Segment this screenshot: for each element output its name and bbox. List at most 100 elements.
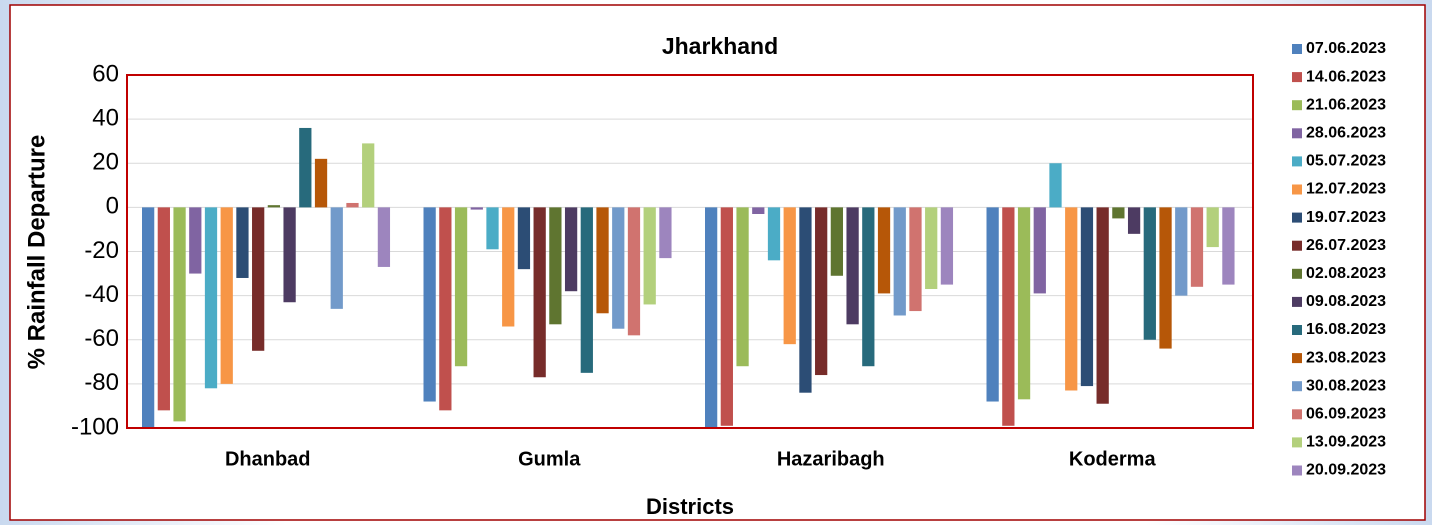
- bar: [596, 207, 609, 314]
- bar: [909, 207, 922, 312]
- bar: [486, 207, 499, 250]
- bar: [612, 207, 625, 329]
- bar: [1175, 207, 1188, 296]
- legend-label: 12.07.2023: [1306, 181, 1386, 198]
- bar: [925, 207, 938, 290]
- bar: [346, 202, 359, 208]
- bar: [236, 207, 249, 278]
- bar: [439, 207, 452, 411]
- y-tick-label: -20: [84, 237, 119, 264]
- bar: [705, 207, 718, 428]
- bar: [470, 207, 483, 210]
- bar: [830, 207, 844, 276]
- bar: [799, 207, 812, 393]
- bar: [502, 207, 515, 327]
- legend-swatch: [1292, 72, 1302, 83]
- y-tick-label: -40: [84, 281, 119, 308]
- legend-label: 07.06.2023: [1306, 40, 1386, 57]
- bar: [189, 207, 202, 274]
- bar: [454, 207, 468, 367]
- y-tick-label: -80: [84, 369, 119, 396]
- x-axis-label: Districts: [646, 494, 734, 519]
- legend-swatch: [1292, 465, 1302, 476]
- legend-swatch: [1292, 212, 1302, 223]
- legend-swatch: [1292, 437, 1302, 448]
- bar: [877, 207, 891, 294]
- bar: [767, 207, 781, 261]
- legend-label: 14.06.2023: [1306, 68, 1386, 85]
- bar: [580, 207, 593, 373]
- legend-swatch: [1292, 296, 1302, 307]
- x-tick-label: Gumla: [518, 448, 581, 470]
- bar: [549, 207, 562, 325]
- bar: [564, 207, 578, 292]
- bar: [299, 127, 312, 208]
- bar: [377, 207, 391, 267]
- bar: [423, 207, 436, 402]
- bar: [157, 207, 170, 411]
- y-tick-label: -100: [71, 413, 119, 440]
- legend-label: 13.09.2023: [1306, 434, 1386, 451]
- legend-label: 02.08.2023: [1306, 265, 1386, 282]
- bar: [173, 207, 186, 422]
- bar: [862, 207, 875, 367]
- legend-swatch: [1292, 268, 1302, 279]
- bar: [1112, 207, 1125, 219]
- bar: [659, 207, 672, 259]
- x-tick-label: Koderma: [1069, 448, 1157, 470]
- legend-label: 09.08.2023: [1306, 293, 1386, 310]
- bar: [986, 207, 999, 402]
- bar: [736, 207, 749, 367]
- bar: [330, 207, 343, 309]
- bar: [220, 207, 233, 384]
- bar: [1222, 207, 1235, 285]
- legend-swatch: [1292, 184, 1302, 195]
- legend-swatch: [1292, 156, 1302, 167]
- bar: [314, 158, 328, 208]
- y-tick-label: 0: [106, 193, 119, 220]
- bar: [1080, 207, 1094, 387]
- y-tick-label: 40: [92, 104, 119, 131]
- legend-swatch: [1292, 240, 1302, 251]
- legend-label: 23.08.2023: [1306, 349, 1386, 366]
- legend-label: 05.07.2023: [1306, 153, 1386, 170]
- legend-swatch: [1292, 409, 1302, 420]
- legend-label: 16.08.2023: [1306, 321, 1386, 338]
- bar: [1049, 163, 1062, 208]
- bar: [204, 207, 218, 389]
- bar: [940, 207, 954, 285]
- bar: [1033, 207, 1046, 294]
- legend-label: 21.06.2023: [1306, 96, 1386, 113]
- y-tick-label: 20: [92, 149, 119, 176]
- bar: [752, 207, 765, 214]
- legend-label: 06.09.2023: [1306, 406, 1386, 423]
- legend-label: 30.08.2023: [1306, 377, 1386, 394]
- y-tick-label: -60: [84, 325, 119, 352]
- chart-title: Jharkhand: [662, 33, 778, 59]
- bar: [846, 207, 859, 325]
- legend-label: 20.09.2023: [1306, 462, 1386, 479]
- x-tick-label: Dhanbad: [225, 448, 311, 470]
- bar: [252, 207, 265, 351]
- y-axis-label: % Rainfall Departure: [23, 135, 50, 370]
- bar: [1065, 207, 1078, 391]
- legend-label: 26.07.2023: [1306, 237, 1386, 254]
- bar: [1143, 207, 1156, 340]
- bar: [1096, 207, 1109, 404]
- bar: [142, 207, 155, 428]
- bar: [627, 207, 641, 336]
- legend-swatch: [1292, 128, 1302, 139]
- bar: [267, 205, 281, 208]
- legend-swatch: [1292, 100, 1302, 111]
- bar: [1159, 207, 1172, 349]
- bar: [893, 207, 906, 316]
- bar: [1190, 207, 1204, 287]
- bar: [783, 207, 796, 345]
- bar: [1127, 207, 1141, 234]
- bar: [720, 207, 733, 426]
- x-tick-label: Hazaribagh: [777, 448, 885, 470]
- bar: [1206, 207, 1219, 248]
- bar: [1002, 207, 1015, 426]
- bar: [533, 207, 546, 378]
